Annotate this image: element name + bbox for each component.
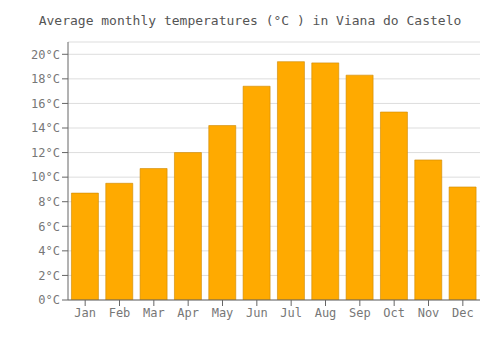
svg-text:Nov: Nov <box>418 306 440 320</box>
svg-text:16°C: 16°C <box>31 97 60 111</box>
svg-text:4°C: 4°C <box>38 244 60 258</box>
html-text:Average monthly temperatures (: Average monthly temperatures (°C ) in Vi… <box>38 13 462 28</box>
svg-text:0°C: 0°C <box>38 293 60 307</box>
svg-text:18°C: 18°C <box>31 72 60 86</box>
svg-text:Oct: Oct <box>383 306 405 320</box>
svg-text:2°C: 2°C <box>38 269 60 283</box>
svg-text:20°C: 20°C <box>31 48 60 62</box>
svg-text:Jun: Jun <box>246 306 268 320</box>
svg-text:Jul: Jul <box>280 306 302 320</box>
svg-text:Dec: Dec <box>452 306 474 320</box>
svg-text:Sep: Sep <box>349 306 371 320</box>
svg-text:12°C: 12°C <box>31 146 60 160</box>
svg-text:May: May <box>212 306 234 320</box>
svg-text:Apr: Apr <box>177 306 199 320</box>
svg-text:Feb: Feb <box>109 306 131 320</box>
svg-text:6°C: 6°C <box>38 220 60 234</box>
svg-text:10°C: 10°C <box>31 170 60 184</box>
svg-text:Mar: Mar <box>143 306 165 320</box>
svg-text:14°C: 14°C <box>31 121 60 135</box>
svg-text:Aug: Aug <box>315 306 337 320</box>
svg-text:8°C: 8°C <box>38 195 60 209</box>
svg-text:Jan: Jan <box>74 306 96 320</box>
